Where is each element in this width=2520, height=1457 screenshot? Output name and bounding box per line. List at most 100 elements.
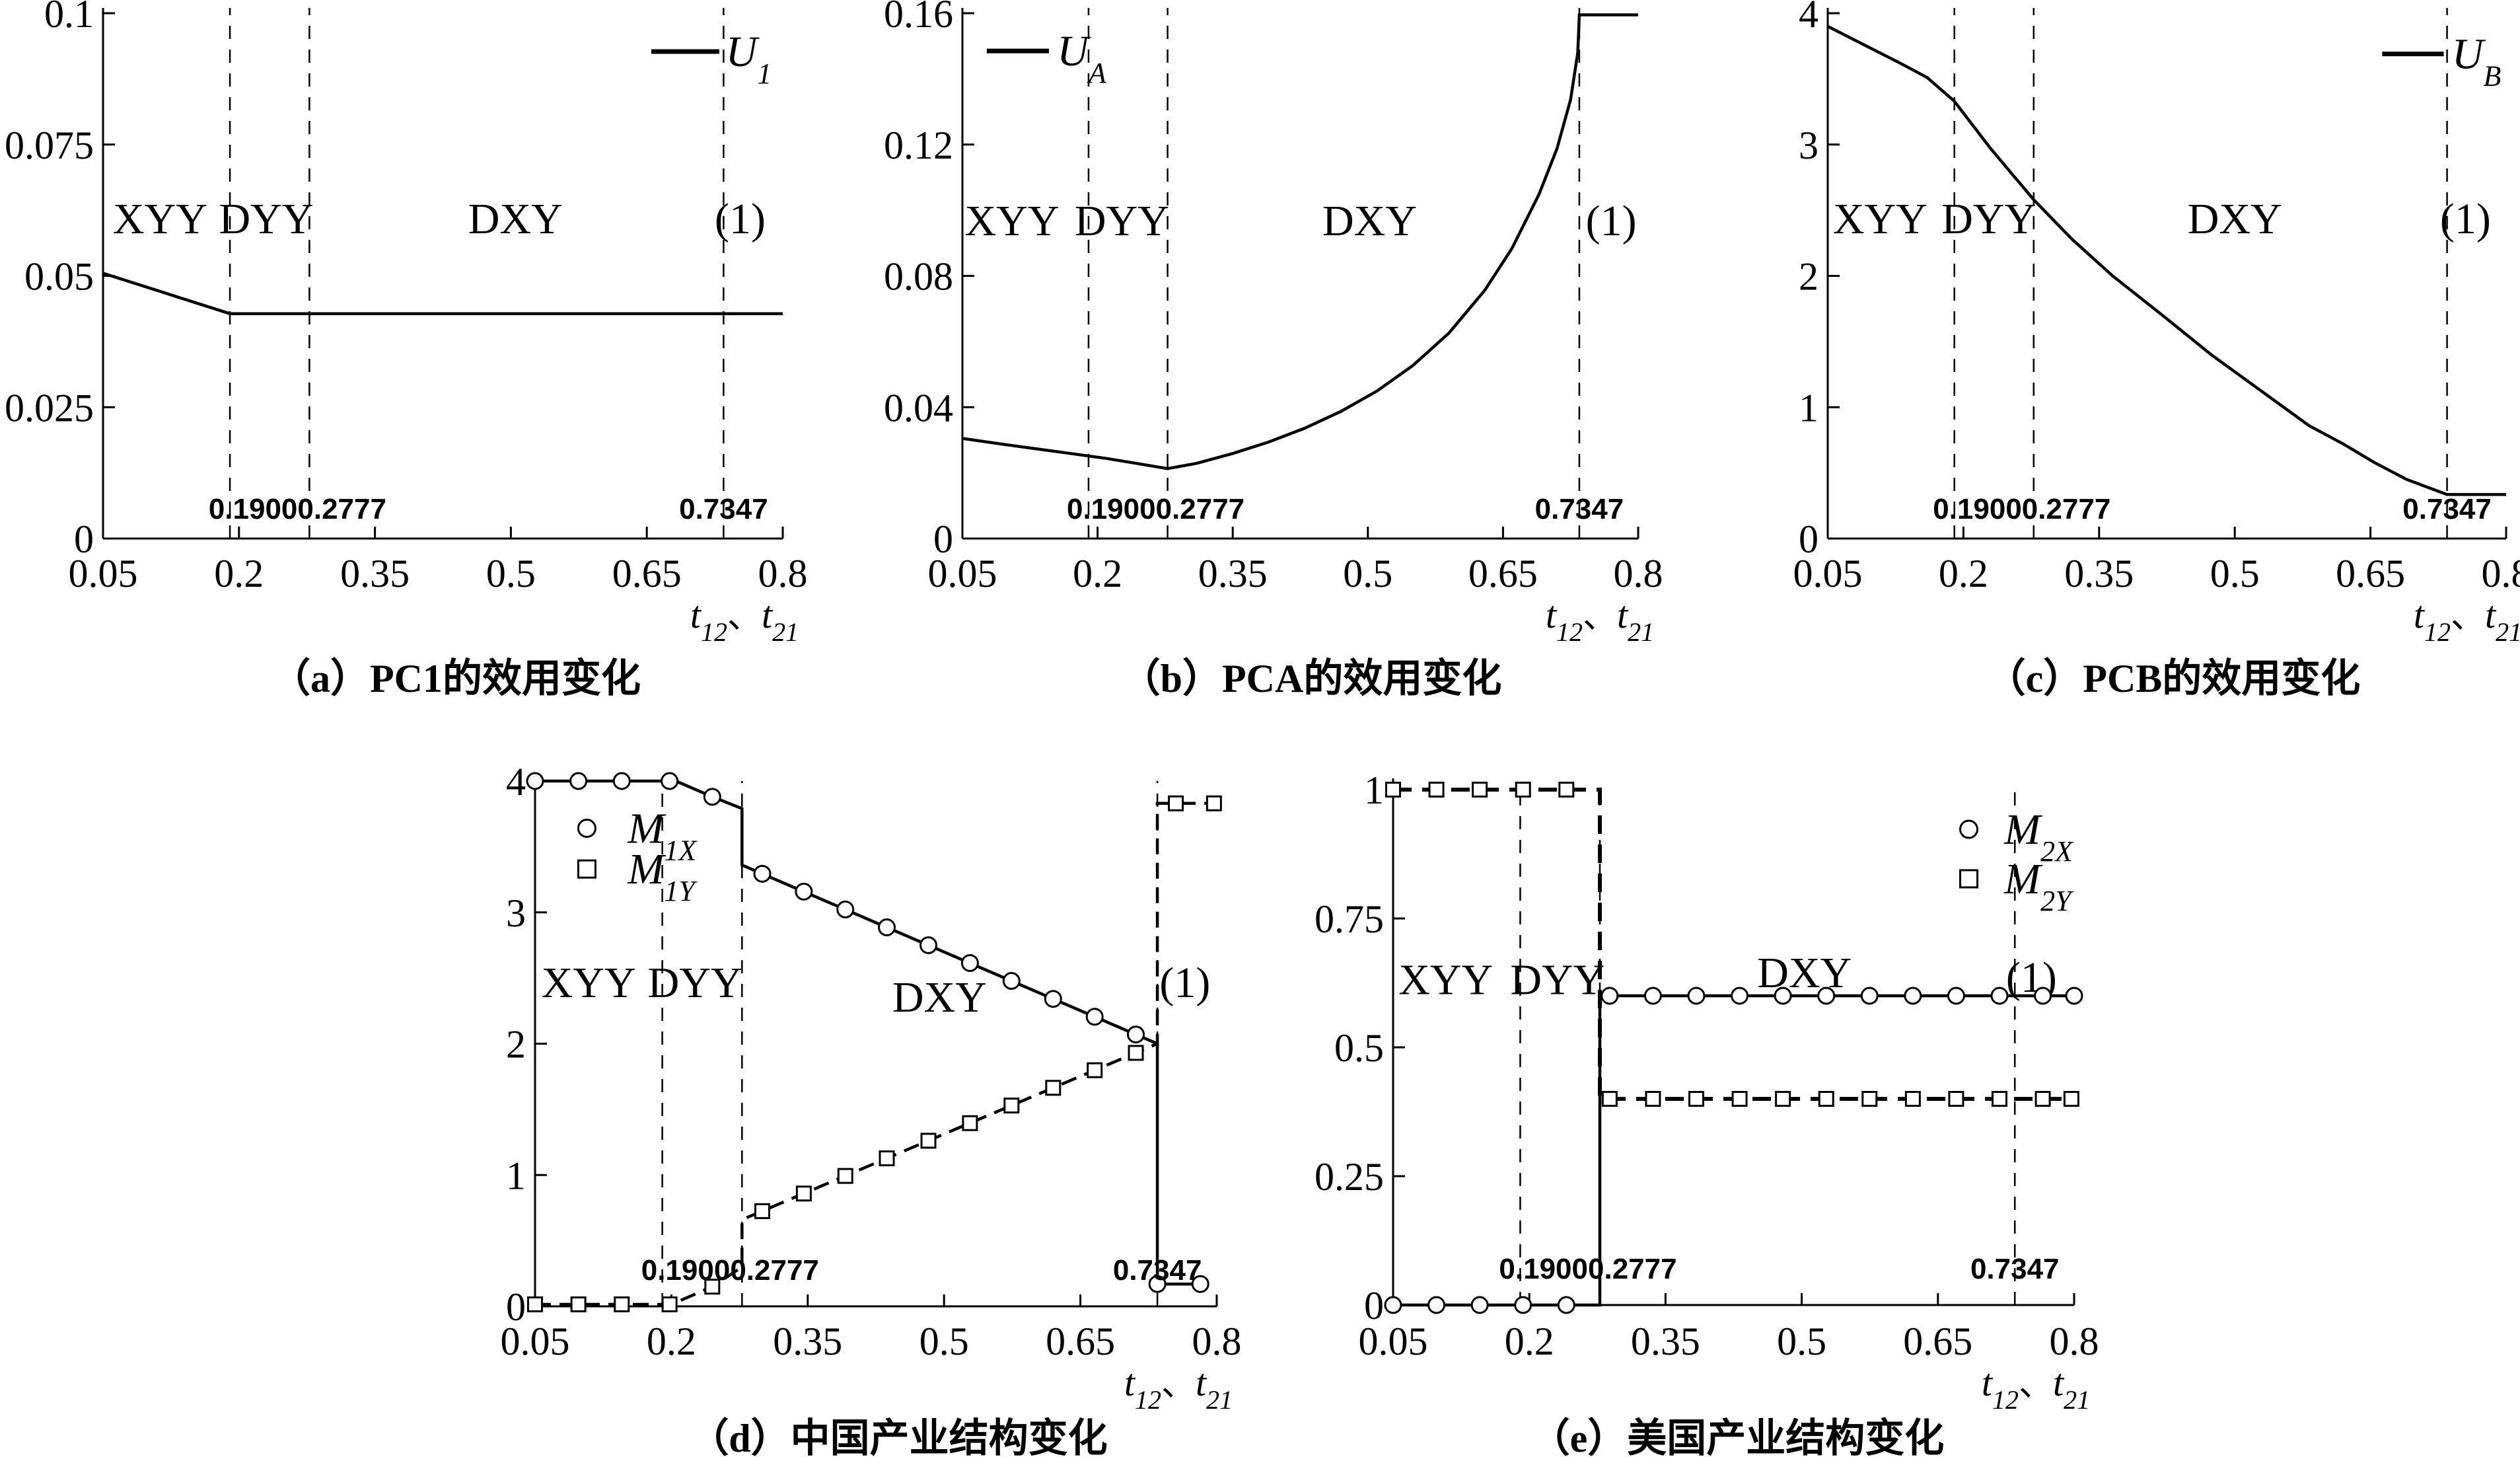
x-tick-label: 0.5 — [919, 1320, 969, 1363]
series-line-M2Y — [1393, 788, 2074, 1101]
series-marker-M2X — [1643, 987, 1662, 1005]
y-tick-label: 4 — [506, 760, 526, 803]
series-line-M2X — [1393, 994, 2074, 1307]
x-tick-label: 0.35 — [2064, 552, 2134, 595]
vline-label: 0.1900 — [1499, 1253, 1588, 1285]
legend-label: UB — [2452, 30, 2502, 93]
series-marker-M1X — [703, 788, 721, 806]
legend-label: M1X — [627, 805, 698, 867]
region-label: (1) — [1159, 959, 1210, 1007]
series-marker-M2X — [1557, 1296, 1575, 1314]
series-marker-M1X — [960, 953, 979, 972]
x-tick-label: 0.5 — [486, 552, 536, 595]
series-marker-M2Y — [1558, 782, 1575, 798]
region-label: XYY — [1398, 955, 1493, 1004]
series-marker-M2X — [1687, 987, 1706, 1005]
x-axis-label: t12、t21 — [1982, 1361, 2090, 1415]
series-marker-M2X — [1774, 987, 1792, 1005]
vline-label: 0.7347 — [1970, 1253, 2060, 1285]
series-marker-M2Y — [1428, 782, 1445, 798]
x-axis-label: t12、t21 — [1124, 1361, 1233, 1415]
x-tick-label: 0.8 — [2050, 1320, 2099, 1363]
vline-label: 0.1900 — [209, 493, 298, 525]
legend-label: M1Y — [627, 845, 698, 907]
y-tick-label: 1 — [506, 1154, 526, 1197]
series-marker-M1X — [878, 918, 896, 936]
series-marker-M1X — [1148, 1275, 1167, 1293]
legend-label: M2Y — [2003, 855, 2074, 917]
x-tick-label: 0.2 — [1073, 552, 1122, 595]
series-marker-M1X — [526, 772, 544, 790]
series-marker-M2Y — [1904, 1091, 1921, 1107]
series-marker-M2X — [1731, 987, 1749, 1005]
series-marker-M2X — [1990, 987, 2009, 1005]
series-marker-M2X — [1601, 987, 1619, 1005]
x-tick-label: 0.35 — [1631, 1320, 1700, 1363]
legend-circle-sample — [1959, 819, 1979, 839]
y-tick-label: 0.08 — [884, 255, 953, 299]
series-marker-M1X — [612, 772, 631, 790]
caption-a: （a）PC1的效用变化 — [271, 657, 641, 700]
region-label: DXY — [468, 195, 563, 243]
series-marker-M2Y — [1385, 782, 1401, 798]
legend-label: UA — [1057, 27, 1107, 89]
series-marker-M1X — [836, 900, 855, 918]
series-marker-M1Y — [614, 1296, 630, 1313]
series-marker-M2Y — [1688, 1091, 1705, 1107]
y-tick-label: 0 — [933, 517, 953, 561]
series-line-M1X — [535, 779, 1208, 1286]
y-tick-label: 0.12 — [884, 124, 953, 167]
series-marker-M2X — [1427, 1296, 1446, 1314]
region-label: DYY — [219, 195, 313, 243]
series-marker-M1X — [1002, 971, 1021, 990]
series-marker-M2X — [1817, 987, 1836, 1005]
series-marker-M1X — [1127, 1026, 1145, 1044]
y-tick-label: 0 — [1799, 517, 1818, 561]
series-marker-M1Y — [837, 1168, 853, 1184]
region-label: DYY — [1075, 197, 1169, 245]
series-marker-M2X — [2065, 987, 2083, 1005]
y-tick-label: 0.025 — [5, 386, 94, 430]
region-label: (1) — [2440, 195, 2491, 243]
series-marker-M2Y — [1818, 1091, 1834, 1107]
x-tick-label: 0.65 — [1468, 552, 1538, 595]
y-tick-label: 3 — [506, 891, 526, 935]
series-marker-M1Y — [527, 1296, 543, 1313]
series-marker-M2Y — [1775, 1091, 1791, 1107]
y-tick-label: 3 — [1799, 124, 1818, 167]
region-label: XYY — [542, 959, 636, 1007]
x-tick-label: 0.2 — [1505, 1320, 1554, 1363]
x-tick-label: 0.05 — [69, 552, 138, 595]
vline-label: 0.1900 — [1933, 493, 2022, 525]
x-axis-label: t12、t21 — [1546, 593, 1654, 647]
series-marker-M2Y — [2063, 1091, 2079, 1107]
series-marker-M2X — [1514, 1296, 1532, 1314]
x-tick-label: 0.35 — [1198, 552, 1268, 595]
series-marker-M2X — [1904, 987, 1922, 1005]
x-tick-label: 0.8 — [1192, 1320, 1242, 1363]
series-line-UA — [962, 13, 1638, 470]
legend-label: U1 — [726, 28, 772, 90]
x-tick-label: 0.2 — [1939, 552, 1988, 595]
y-tick-label: 0 — [506, 1285, 526, 1329]
series-marker-M1Y — [1168, 795, 1184, 811]
series-marker-M1Y — [1045, 1080, 1062, 1096]
vline-label: 0.7347 — [1535, 493, 1624, 525]
series-marker-M2X — [2034, 987, 2052, 1005]
y-tick-label: 1 — [1364, 768, 1384, 812]
region-label: DYY — [648, 959, 742, 1007]
y-tick-label: 4 — [1799, 0, 1818, 36]
legend-circle-sample — [577, 819, 596, 839]
series-marker-M2Y — [1645, 1091, 1661, 1107]
series-marker-M1Y — [661, 1296, 678, 1313]
y-tick-label: 2 — [506, 1023, 526, 1066]
x-tick-label: 0.8 — [1614, 552, 1663, 595]
series-marker-M1Y — [920, 1133, 937, 1149]
series-line-U1 — [102, 272, 783, 315]
series-marker-M2Y — [1992, 1091, 2008, 1107]
series-marker-M1X — [661, 772, 679, 790]
x-tick-label: 0.8 — [758, 552, 808, 595]
series-marker-M1Y — [879, 1150, 895, 1167]
